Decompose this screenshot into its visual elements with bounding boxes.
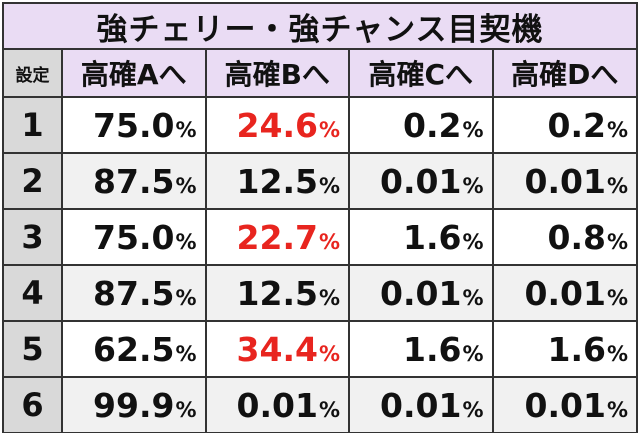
rate-value: 75.0 [93, 217, 175, 257]
percent-unit: % [175, 397, 197, 422]
rate-value: 0.2 [402, 105, 462, 145]
percent-unit: % [318, 229, 340, 254]
rate-cell-a: 87.5% [61, 264, 207, 322]
header-col-d: 高確Dへ [491, 50, 636, 98]
setting-cell: 6 [4, 376, 63, 432]
percent-unit: % [606, 341, 628, 366]
rate-value: 12.5 [236, 161, 318, 201]
header-col-c: 高確Cへ [348, 50, 494, 98]
rate-value: 24.6 [236, 105, 318, 145]
table-row: 6 99.9% 0.01% 0.01% 0.01% [4, 376, 636, 432]
rate-cell-b: 24.6% [204, 97, 350, 154]
rate-cell-c: 1.6% [348, 320, 494, 378]
rate-value: 87.5 [93, 273, 175, 313]
setting-cell: 1 [4, 97, 63, 154]
percent-unit: % [462, 117, 484, 142]
rate-value: 1.6 [547, 329, 606, 369]
rate-value: 22.7 [236, 217, 318, 257]
table-row: 5 62.5% 34.4% 1.6% 1.6% [4, 320, 636, 378]
rate-cell-b: 0.01% [204, 376, 350, 432]
percent-unit: % [462, 173, 484, 198]
rate-cell-c: 0.01% [348, 152, 494, 210]
rate-value: 0.01 [524, 273, 606, 313]
rate-value: 87.5 [93, 161, 175, 201]
percent-unit: % [606, 117, 628, 142]
setting-cell: 3 [4, 208, 63, 266]
percent-unit: % [175, 285, 197, 310]
rate-value: 1.6 [402, 217, 462, 257]
header-col-a: 高確Aへ [61, 50, 207, 98]
rate-cell-b: 34.4% [204, 320, 350, 378]
rate-value: 0.2 [547, 105, 606, 145]
rate-value: 99.9 [93, 385, 175, 425]
rate-table: 設定 高確Aへ 高確Bへ 高確Cへ 高確Dへ 1 75.0% 24.6% 0.2% 0.… [4, 50, 636, 432]
percent-unit: % [606, 397, 628, 422]
rate-value: 0.01 [380, 385, 462, 425]
rate-cell-d: 0.01% [491, 376, 636, 432]
percent-unit: % [318, 341, 340, 366]
rate-cell-b: 12.5% [204, 152, 350, 210]
rate-cell-c: 0.01% [348, 264, 494, 322]
rate-cell-d: 1.6% [491, 320, 636, 378]
percent-unit: % [318, 117, 340, 142]
rate-cell-a: 75.0% [61, 208, 207, 266]
rate-value: 0.01 [236, 385, 318, 425]
rate-cell-b: 12.5% [204, 264, 350, 322]
header-col-b: 高確Bへ [204, 50, 350, 98]
rate-cell-c: 1.6% [348, 208, 494, 266]
rate-value: 75.0 [93, 105, 175, 145]
percent-unit: % [462, 397, 484, 422]
rate-value: 0.01 [524, 385, 606, 425]
setting-cell: 4 [4, 264, 63, 322]
percent-unit: % [318, 285, 340, 310]
rate-cell-a: 99.9% [61, 376, 207, 432]
percent-unit: % [462, 341, 484, 366]
setting-cell: 5 [4, 320, 63, 378]
rate-cell-d: 0.2% [491, 97, 636, 154]
percent-unit: % [175, 117, 197, 142]
rate-cell-d: 0.01% [491, 264, 636, 322]
percent-unit: % [318, 397, 340, 422]
rate-cell-d: 0.01% [491, 152, 636, 210]
table-row: 3 75.0% 22.7% 1.6% 0.8% [4, 208, 636, 266]
rate-value: 62.5 [93, 329, 175, 369]
rate-value: 0.8 [547, 217, 606, 257]
percent-unit: % [606, 173, 628, 198]
percent-unit: % [175, 173, 197, 198]
rate-value: 0.01 [524, 161, 606, 201]
rate-value: 0.01 [380, 273, 462, 313]
rate-value: 34.4 [236, 329, 318, 369]
header-setting: 設定 [4, 50, 63, 98]
table-title: 強チェリー・強チャンス目契機 [4, 4, 636, 50]
setting-cell: 2 [4, 152, 63, 210]
percent-unit: % [175, 341, 197, 366]
rate-cell-a: 87.5% [61, 152, 207, 210]
rate-value: 1.6 [402, 329, 462, 369]
table-row: 2 87.5% 12.5% 0.01% 0.01% [4, 152, 636, 210]
rate-cell-b: 22.7% [204, 208, 350, 266]
rate-cell-a: 62.5% [61, 320, 207, 378]
rate-cell-a: 75.0% [61, 97, 207, 154]
percent-unit: % [462, 229, 484, 254]
rate-cell-d: 0.8% [491, 208, 636, 266]
percent-unit: % [318, 173, 340, 198]
rate-value: 0.01 [380, 161, 462, 201]
rate-cell-c: 0.01% [348, 376, 494, 432]
percent-unit: % [606, 229, 628, 254]
table-row: 1 75.0% 24.6% 0.2% 0.2% [4, 97, 636, 154]
percent-unit: % [462, 285, 484, 310]
header-row: 設定 高確Aへ 高確Bへ 高確Cへ 高確Dへ [4, 50, 636, 98]
table-row: 4 87.5% 12.5% 0.01% 0.01% [4, 264, 636, 322]
rate-cell-c: 0.2% [348, 97, 494, 154]
percent-unit: % [175, 229, 197, 254]
percent-unit: % [606, 285, 628, 310]
rate-value: 12.5 [236, 273, 318, 313]
